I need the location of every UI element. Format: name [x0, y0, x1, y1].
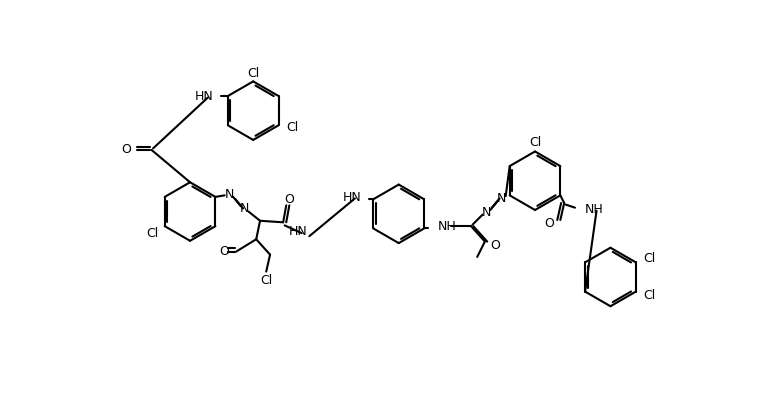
Text: Cl: Cl	[286, 121, 299, 134]
Text: Cl: Cl	[247, 67, 259, 80]
Text: HN: HN	[342, 191, 361, 204]
Text: O: O	[121, 143, 131, 156]
Text: Cl: Cl	[529, 136, 541, 149]
Text: O: O	[545, 217, 554, 230]
Text: HN: HN	[194, 89, 213, 103]
Text: Cl: Cl	[643, 289, 656, 302]
Text: HN: HN	[289, 225, 308, 238]
Text: O: O	[285, 193, 294, 206]
Text: Cl: Cl	[146, 227, 159, 240]
Text: NH: NH	[585, 203, 604, 216]
Text: Cl: Cl	[643, 252, 656, 265]
Text: O: O	[490, 239, 500, 252]
Text: N: N	[482, 206, 491, 219]
Text: O: O	[219, 245, 230, 258]
Text: N: N	[240, 202, 249, 215]
Text: NH: NH	[438, 221, 457, 233]
Text: N: N	[497, 192, 506, 205]
Text: Cl: Cl	[260, 274, 272, 287]
Text: N: N	[225, 188, 234, 201]
